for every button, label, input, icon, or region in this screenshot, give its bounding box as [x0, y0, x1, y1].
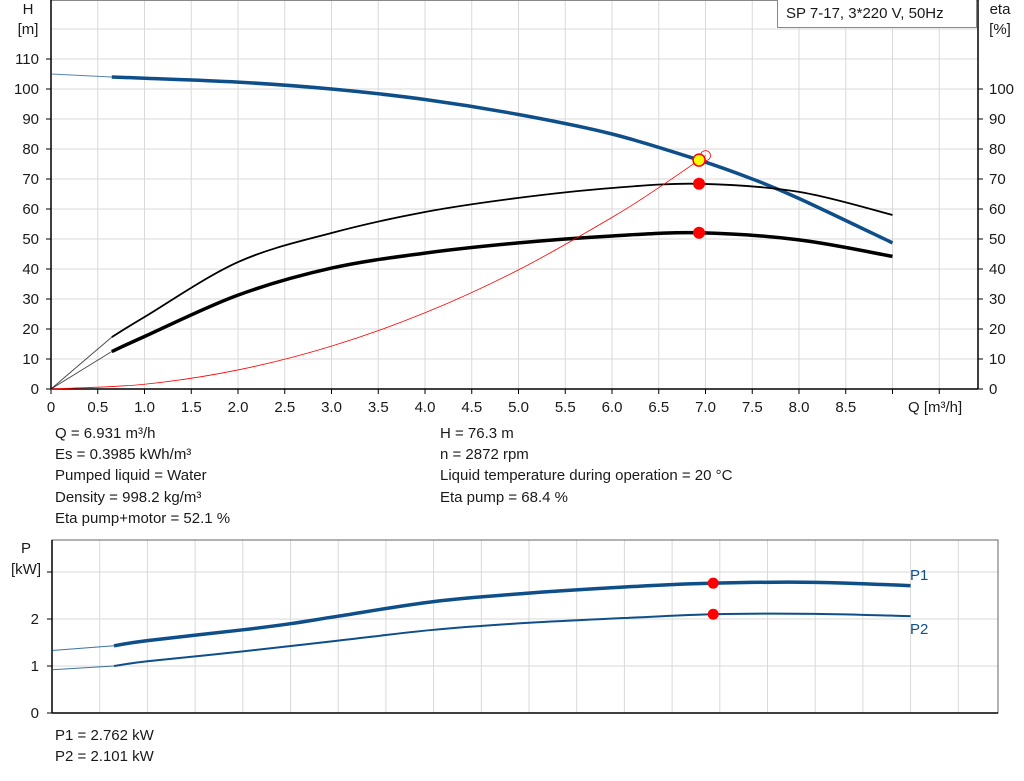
result-es: Es = 0.3985 kWh/m³: [55, 446, 192, 463]
p2-point-marker: [707, 608, 719, 620]
y-tick-label: 60: [22, 201, 39, 218]
x-tick-label: 0.5: [87, 399, 108, 416]
x-tick-label: 7.5: [742, 399, 763, 416]
y2-tick-label: 30: [989, 291, 1006, 308]
y-tick-label: 100: [14, 81, 39, 98]
p1-curve: [113, 580, 911, 648]
y-tick-label: 20: [22, 321, 39, 338]
y-axis-unit: [kW]: [11, 561, 41, 578]
p1-curve-extrapolated: [51, 645, 115, 651]
eta-pump-motor-curve-extrapolated: [50, 351, 113, 390]
y-tick-label: 10: [22, 351, 39, 368]
result-eta-pump-motor: Eta pump+motor = 52.1 %: [55, 510, 231, 527]
system-curve: [50, 155, 706, 390]
y-tick-label: 110: [15, 51, 39, 68]
x-tick-label: 0: [47, 399, 55, 416]
x-tick-label: 2.0: [228, 399, 249, 416]
x-tick-label: 1.0: [134, 399, 155, 416]
x-tick-label: 8.5: [835, 399, 856, 416]
y2-tick-label: 40: [989, 261, 1006, 278]
y-tick-label: 90: [22, 111, 39, 128]
y-tick-label: 30: [22, 291, 39, 308]
eta-pump-motor-point-marker: [693, 226, 706, 239]
result-h: H = 76.3 m: [440, 425, 514, 442]
x-tick-label: 8.0: [789, 399, 810, 416]
y-tick-label: 40: [22, 261, 39, 278]
plot-border: [51, 539, 999, 714]
x-tick-label: 6.5: [648, 399, 669, 416]
y2-tick-label: 20: [989, 321, 1006, 338]
x-tick-label: 2.5: [274, 399, 295, 416]
y2-tick-label: 90: [989, 111, 1006, 128]
x-tick-label: 4.5: [461, 399, 482, 416]
y-tick-label: 0: [31, 705, 39, 722]
eta-pump-point-marker: [693, 177, 706, 190]
x-tick-label: 3.0: [321, 399, 342, 416]
x-axis-label: Q [m³/h]: [908, 399, 962, 416]
head-efficiency-chart: 0 0.5 1.0 1.5 2.0 2.5 3.0 3.5 4.0 4.5 5.0 5.5 6.0 6.5…: [14, 0, 1014, 416]
y2-tick-label: 10: [989, 351, 1006, 368]
y-tick-label: 70: [22, 171, 39, 188]
p2-curve-extrapolated: [51, 665, 115, 671]
y-axis-unit: [m]: [18, 21, 39, 38]
p1-series-label: P1: [910, 567, 928, 584]
y-tick-label: 2: [31, 611, 39, 628]
x-tick-label: 5.5: [555, 399, 576, 416]
x-tick-label: 7.0: [695, 399, 716, 416]
pump-label: SP 7-17, 3*220 V, 50Hz: [777, 0, 977, 28]
result-liquid: Pumped liquid = Water: [55, 467, 207, 484]
y2-axis-unit: [%]: [989, 21, 1011, 38]
x-tick-label: 6.0: [602, 399, 623, 416]
y2-axis-label: eta: [990, 1, 1012, 18]
eta-pump-curve-extrapolated: [50, 336, 113, 390]
eta-pump-curve: [111, 182, 893, 338]
head-curve-extrapolated: [50, 73, 112, 78]
p2-series-label: P2: [910, 621, 928, 638]
eta-pump-motor-curve: [111, 230, 893, 354]
result-temperature: Liquid temperature during operation = 20…: [440, 467, 733, 484]
p1-point-marker: [707, 577, 719, 589]
result-eta-pump: Eta pump = 68.4 %: [440, 489, 568, 506]
y-tick-label: 50: [22, 231, 39, 248]
y-axis-label: P: [21, 540, 31, 557]
y2-tick-label: 60: [989, 201, 1006, 218]
result-n: n = 2872 rpm: [440, 446, 529, 463]
y-axis-label: H: [23, 1, 34, 18]
y2-tick-label: 70: [989, 171, 1006, 188]
x-tick-label: 4.0: [415, 399, 436, 416]
y2-tick-label: 0: [989, 381, 997, 398]
x-tick-label: 1.5: [181, 399, 202, 416]
y-tick-label: 80: [22, 141, 39, 158]
y2-tick-label: 100: [989, 81, 1014, 98]
result-p2: P2 = 2.101 kW: [55, 748, 154, 765]
p2-curve: [113, 612, 911, 667]
y2-tick-label: 50: [989, 231, 1006, 248]
y2-tick-label: 80: [989, 141, 1006, 158]
duty-point-marker: [692, 153, 706, 167]
x-tick-label: 3.5: [368, 399, 389, 416]
result-density: Density = 998.2 kg/m³: [55, 489, 202, 506]
result-q: Q = 6.931 m³/h: [55, 425, 156, 442]
head-curve: [111, 75, 894, 245]
result-p1: P1 = 2.762 kW: [55, 727, 154, 744]
x-tick-label: 5.0: [508, 399, 529, 416]
y-tick-label: 1: [31, 658, 39, 675]
y-tick-label: 0: [31, 381, 39, 398]
